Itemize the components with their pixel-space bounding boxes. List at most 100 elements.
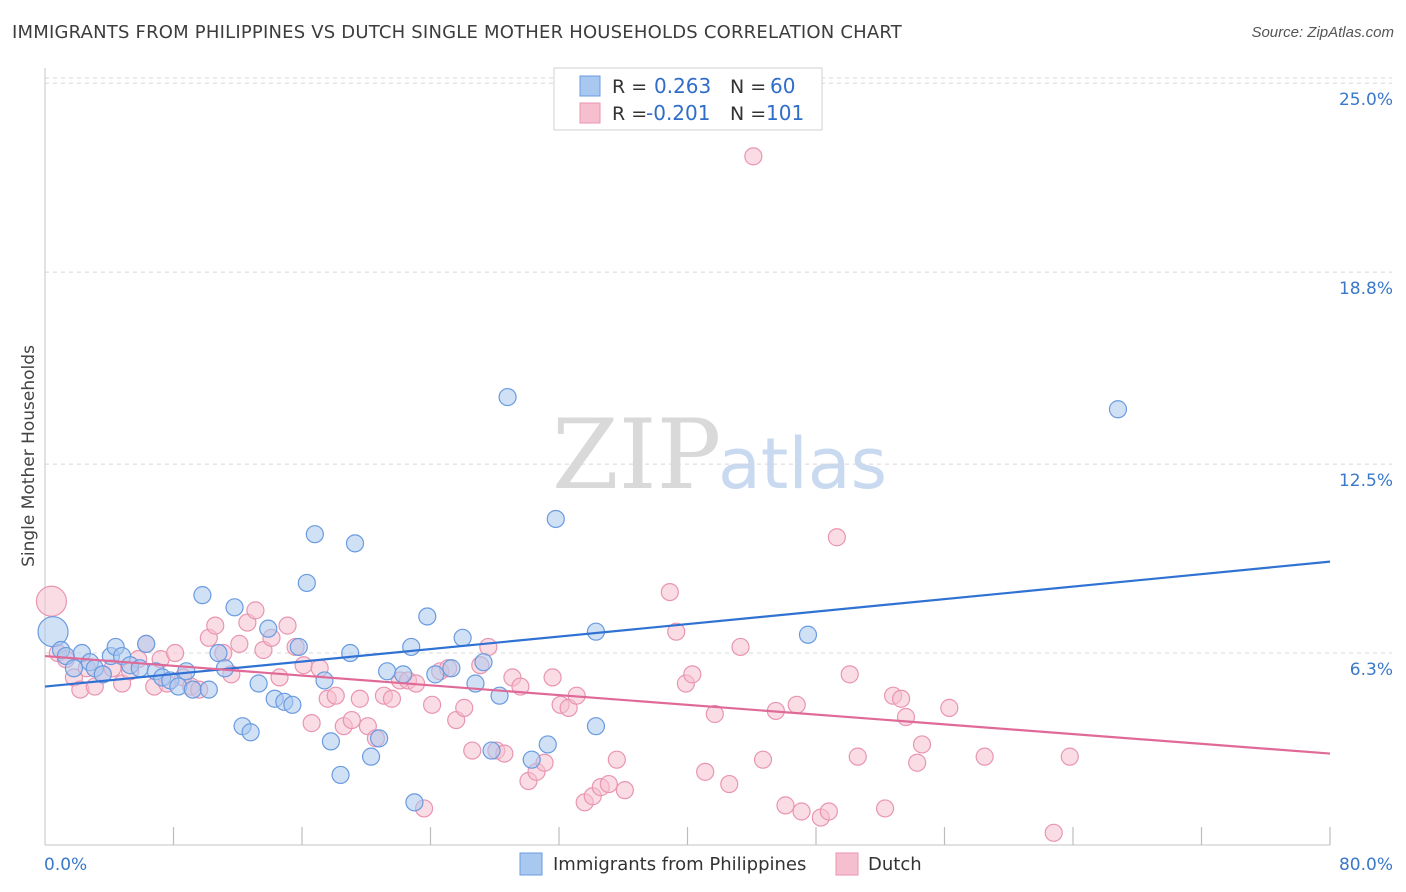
philippines-point: [183, 680, 202, 699]
philippines-point: [315, 671, 334, 690]
philippines-point: [361, 747, 381, 766]
y-tick-labels: 6.3% 12.5% 18.8% 25.0%: [1339, 90, 1393, 680]
philippines-point: [283, 695, 302, 714]
dutch-point: [875, 799, 895, 818]
legend-n-label: N =: [730, 76, 766, 98]
philippines-point: [241, 723, 260, 742]
philippines-point: [289, 637, 308, 657]
dutch-point: [455, 698, 474, 717]
dutch-point: [607, 750, 626, 769]
philippines-point: [341, 643, 360, 663]
watermark-zip: ZIP: [552, 399, 721, 511]
y-axis-title: Single Mother Households: [19, 345, 39, 567]
philippines-point: [321, 732, 341, 751]
philippines-point: [586, 717, 606, 736]
legend-r-label: R =: [612, 103, 647, 125]
dutch-point: [294, 656, 313, 675]
philippines-point: [93, 665, 112, 684]
dutch-point: [206, 616, 225, 635]
philippines-trend-line: [44, 560, 1331, 688]
philippines-point: [1108, 400, 1128, 419]
dutch-point: [615, 781, 634, 800]
philippines-point: [137, 634, 156, 653]
dutch-point: [744, 147, 763, 166]
y-tick-label: 12.5%: [1339, 471, 1393, 491]
legend-label-philippines: Immigrants from Philippines: [553, 854, 806, 875]
philippines-point: [474, 653, 493, 672]
dutch-point: [848, 747, 867, 766]
dutch-point: [731, 637, 750, 657]
dutch-point: [599, 774, 618, 794]
dutch-point: [246, 601, 265, 620]
dutch-point: [819, 802, 838, 821]
legend-r-label: R =: [612, 76, 647, 98]
legend-swatch-philippines: [519, 852, 543, 876]
dutch-point: [940, 698, 959, 717]
philippines-point: [798, 625, 818, 644]
dutch-point: [350, 689, 369, 708]
dutch-point: [463, 741, 482, 760]
legend-r-value: 0.263: [654, 74, 711, 98]
dutch-point: [892, 689, 911, 708]
philippines-point: [498, 387, 517, 407]
dutch-point: [230, 634, 249, 653]
dutch-point: [326, 686, 345, 705]
dutch-point: [302, 714, 321, 733]
dutch-point: [1044, 823, 1063, 842]
x-tick-label-max: 80.0%: [1339, 855, 1393, 875]
y-tick-label: 18.8%: [1339, 279, 1393, 299]
dutch-point: [667, 622, 686, 641]
series-legend: Immigrants from Philippines Dutch: [519, 852, 922, 876]
philippines-point: [394, 665, 413, 684]
watermark-atlas: atlas: [718, 423, 887, 505]
philippines-point: [249, 674, 268, 693]
philippines-point: [225, 598, 244, 617]
dutch-point: [720, 774, 739, 794]
correlation-legend: R = 0.263 N = 60 R = -0.201 N = 101: [553, 67, 823, 131]
dutch-point: [660, 582, 679, 602]
dutch-point: [683, 665, 702, 684]
philippines-point: [345, 534, 365, 553]
dutch-point: [975, 747, 994, 766]
gridlines: [45, 77, 1392, 654]
dutch-point: [1060, 747, 1079, 766]
legend-swatch-dutch: [835, 852, 859, 876]
dutch-trend-line: [44, 654, 1331, 755]
philippines-point: [546, 509, 565, 529]
dutch-point: [840, 665, 859, 684]
dutch-point: [792, 802, 811, 821]
source-label: Source: ZipAtlas.com: [1251, 24, 1394, 41]
x-axis-ticks: [172, 827, 1331, 845]
legend-r-value: -0.201: [646, 101, 710, 125]
x-tick-label-min: 0.0%: [44, 855, 87, 875]
philippines-point: [418, 607, 437, 626]
dutch-point: [479, 637, 498, 657]
dutch-point: [753, 750, 773, 769]
y-tick-label: 6.3%: [1350, 660, 1393, 680]
philippines-point: [297, 573, 316, 593]
philippines-point: [482, 741, 501, 760]
legend-label-dutch: Dutch: [868, 854, 922, 875]
philippines-point: [370, 729, 389, 748]
dutch-point: [705, 704, 724, 724]
dutch-point: [543, 668, 562, 687]
dutch-point: [912, 735, 932, 754]
dutch-point: [908, 753, 927, 772]
philippines-point: [209, 643, 228, 663]
dutch-point: [382, 689, 402, 708]
dutch-point: [787, 695, 806, 714]
legend-n-value: 60: [770, 74, 795, 98]
philippines-point: [405, 793, 424, 812]
dutch-point: [35, 585, 68, 617]
philippines-point: [538, 735, 557, 754]
dutch-point: [896, 707, 916, 727]
legend-swatch-pink: [579, 102, 601, 124]
philippines-point: [442, 659, 461, 678]
legend-swatch-blue: [579, 75, 601, 97]
dutch-point: [342, 710, 361, 730]
philippines-point: [522, 750, 541, 769]
philippines-point: [64, 659, 84, 678]
philippines-point: [453, 628, 472, 647]
philippines-point: [402, 637, 421, 657]
